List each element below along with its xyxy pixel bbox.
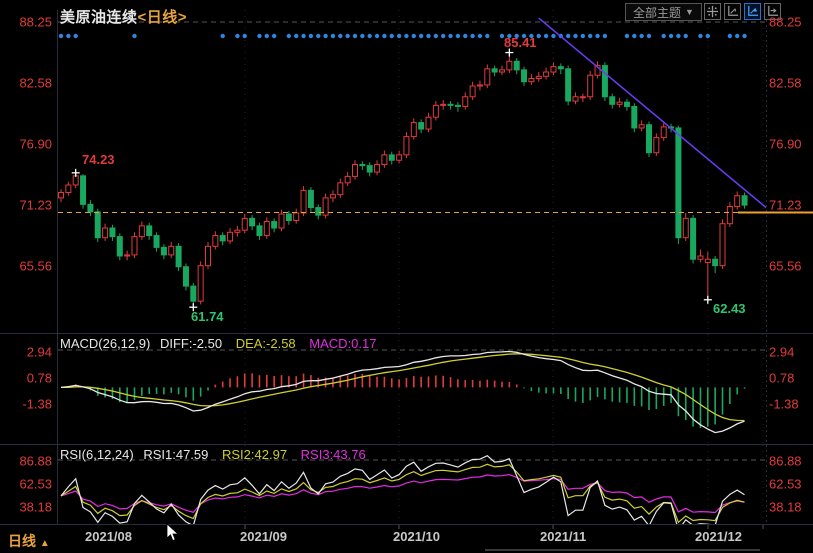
rsi2-value: RSI2:42.97 (222, 447, 288, 462)
macd-dea-value: DEA:-2.58 (235, 336, 296, 351)
current-price-label: 71.23 (769, 197, 802, 213)
tab-daily-label: 日线 (8, 533, 36, 549)
rsi-axis-left-label: 86.88 (19, 453, 52, 469)
price-axis-left-label: 88.25 (19, 14, 52, 30)
macd-title: MACD(26,12,9) (60, 336, 151, 351)
horizontal-scrollbar[interactable] (485, 549, 760, 551)
rsi-axis-left-label: 62.53 (19, 476, 52, 492)
page-title: 美原油连续<日线> (60, 6, 187, 27)
x-axis-label: 2021/12 (695, 529, 742, 544)
rsi-axis-right-label: 62.53 (769, 476, 802, 492)
annotation-aug-low: 61.74 (191, 309, 224, 324)
x-axis-label: 2021/10 (393, 529, 440, 544)
rsi-axis-right-label: 38.18 (769, 499, 802, 515)
price-axis-right-label: 76.90 (769, 136, 802, 152)
annotation-peak-high: 85.41 (504, 35, 537, 50)
axis-scale-icon (728, 5, 739, 16)
rsi3-value: RSI3:43.76 (300, 447, 366, 462)
rsi-axis-left-label: 38.18 (19, 499, 52, 515)
macd-axis-left-label: 2.94 (26, 344, 52, 360)
price-axis-left-label: 65.56 (19, 258, 52, 274)
price-axis-right-label: 65.56 (769, 258, 802, 274)
macd-axis-right-label: -1.38 (769, 396, 799, 412)
price-axis-right-label: 88.25 (769, 14, 802, 30)
symbol-name: 美原油连续 (60, 9, 138, 26)
axis-shift-button[interactable] (764, 3, 781, 20)
x-axis-label: 2021/08 (85, 529, 132, 544)
macd-header: MACD(26,12,9) DIFF:-2.50 DEA:-2.58 MACD:… (60, 336, 377, 351)
mouse-cursor (166, 523, 180, 542)
macd-panel (60, 350, 746, 434)
axis-shift-icon (768, 5, 779, 16)
theme-dropdown-label: 全部主题 (633, 5, 682, 20)
pan-icon (706, 5, 719, 18)
macd-axis-right-label: 2.94 (769, 344, 795, 360)
macd-macd-value: MACD:0.17 (309, 336, 377, 351)
price-axis-left-label: 82.58 (19, 75, 52, 91)
macd-axis-right-label: 0.78 (769, 370, 795, 386)
x-axis-label: 2021/11 (540, 529, 587, 544)
rsi-header: RSI(6,12,24) RSI1:47.59 RSI2:42.97 RSI3:… (60, 447, 366, 462)
triangle-up-icon: ▲ (39, 538, 50, 549)
theme-dropdown[interactable]: 全部主题 ▼ (625, 3, 702, 21)
candlestick-panel (58, 17, 766, 312)
axis-scale-button[interactable] (724, 3, 741, 20)
period-label: <日线> (137, 9, 188, 26)
price-axis-left-label: 76.90 (19, 136, 52, 152)
pan-button[interactable] (704, 3, 721, 20)
rsi1-value: RSI1:47.59 (143, 447, 209, 462)
annotation-aug-high: 74.23 (82, 152, 115, 167)
x-axis-label: 2021/09 (240, 529, 287, 544)
price-axis-left-label: 71.23 (19, 197, 52, 213)
chevron-down-icon: ▼ (685, 7, 694, 17)
tab-daily[interactable]: 日线 ▲ (8, 531, 50, 551)
macd-axis-left-label: -1.38 (22, 396, 52, 412)
axis-scale-active-button[interactable] (744, 3, 761, 20)
axis-scale-active-icon (748, 5, 759, 16)
rsi-panel (60, 454, 745, 524)
rsi-title: RSI(6,12,24) (60, 447, 134, 462)
annotation-dec-low: 62.43 (713, 301, 746, 316)
macd-axis-left-label: 0.78 (26, 370, 52, 386)
macd-diff-value: DIFF:-2.50 (159, 336, 223, 351)
rsi-axis-right-label: 86.88 (769, 453, 802, 469)
price-axis-right-label: 82.58 (769, 75, 802, 91)
